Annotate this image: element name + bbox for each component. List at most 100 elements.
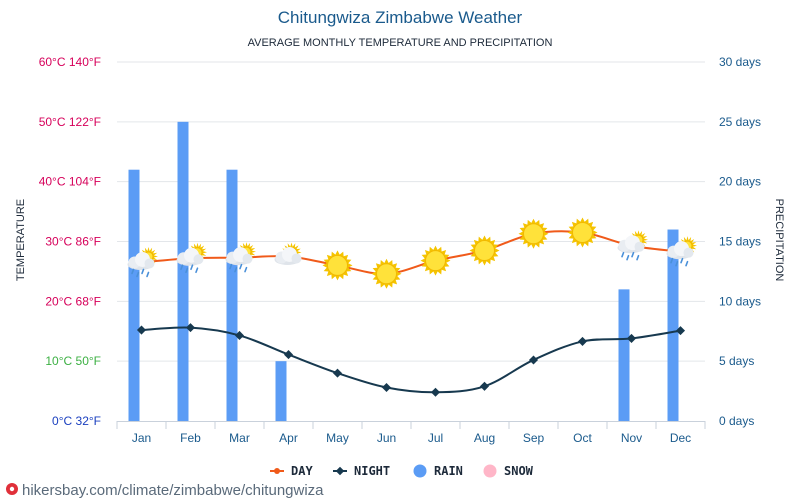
right-tick-label: 25 days [719,115,761,129]
watermark[interactable]: hikersbay.com/climate/zimbabwe/chitungwi… [6,482,324,499]
x-tick-label: Aug [474,431,495,445]
chart-subtitle: AVERAGE MONTHLY TEMPERATURE AND PRECIPIT… [248,37,553,49]
left-tick-label: 10°C 50°F [45,354,101,368]
rain-bars [128,121,679,421]
right-tick-label: 10 days [719,294,761,308]
legend-swatch [413,464,427,478]
temperature-lines [136,230,686,397]
legend-item-rain[interactable]: RAIN [413,464,463,478]
left-tick-label: 60°C 140°F [39,55,101,69]
x-tick-label: Jul [428,431,443,445]
x-tick-label: Feb [180,431,201,445]
cloud-puff [683,247,694,258]
rain-drop [131,268,135,275]
sun-icon [322,250,353,281]
right-tick-label: 30 days [719,55,761,69]
rain-bar [618,289,630,421]
sun-icon [469,235,500,266]
rain-bar [667,229,679,421]
cloud [274,246,302,265]
x-tick-label: Jan [132,431,151,445]
rain-drop [685,260,689,267]
rain-drop [631,251,635,258]
rain-drop [675,260,679,267]
x-tick-label: Oct [573,431,592,445]
rain-bar [275,361,287,421]
legend-dot [274,468,280,474]
cloud [617,235,645,254]
night-point [528,355,539,365]
x-tick-label: Apr [279,431,298,445]
x-tick-label: Mar [229,431,250,445]
rain-drop [229,263,233,270]
left-tick-label: 30°C 86°F [45,235,101,249]
rain-drop [626,254,630,261]
sun-core [523,223,544,245]
night-point [185,323,196,333]
legend-label: NIGHT [354,464,390,478]
rain-sun-icon [176,242,207,274]
sun-core [327,254,348,276]
night-temperature-line [141,326,681,394]
watermark-link[interactable]: hikersbay.com/climate/zimbabwe/chitungwi… [22,482,324,499]
cloud-sun-icon [274,242,302,265]
legend: DAY NIGHT RAIN SNOW [270,464,534,478]
night-point [577,336,588,346]
sun-core [474,239,495,261]
legend-swatch [483,464,497,478]
rain-bar [177,121,189,421]
location-pin-hole [9,486,15,492]
rain-drop [239,263,243,270]
right-tick-label: 5 days [719,354,754,368]
rain-drop [636,254,640,261]
cloud [127,251,155,270]
x-tick-label: Dec [670,431,691,445]
cloud-puff [144,258,155,269]
grid [117,61,705,362]
legend-item-day[interactable]: DAY [270,464,313,478]
night-point [234,330,245,340]
legend-item-night[interactable]: NIGHT [333,464,390,478]
chart-title: Chitungwiza Zimbabwe Weather [278,8,523,27]
left-tick-label: 50°C 122°F [39,115,101,129]
legend-item-snow[interactable]: SNOW [483,464,534,478]
rain-sun-icon [617,230,648,261]
x-tick-label: Sep [523,431,545,445]
rain-drop [670,257,674,264]
rain-drop [136,271,140,278]
right-tick-label: 20 days [719,175,761,189]
left-tick-label: 40°C 104°F [39,175,101,189]
right-axis-ticks: 0 days 5 days 10 days 15 days 20 days 25 days… [719,55,761,428]
sun-icon [371,258,402,289]
sun-core [376,263,397,285]
legend-diamond [335,466,345,476]
sun-icon [567,217,598,248]
left-axis-title: TEMPERATURE [15,199,27,281]
rain-sun-icon [666,236,697,267]
cloud [176,247,204,266]
cloud-puff [634,241,645,252]
x-tick-label: Nov [621,431,642,445]
x-tick-label: May [326,431,349,445]
rain-bar [128,169,140,421]
rain-drop [244,266,248,273]
left-axis-ticks: 0°C 32°F 10°C 50°F 20°C 68°F 30°C 86°F 40°C … [39,55,101,428]
x-tick-label: Jun [377,431,396,445]
right-tick-label: 15 days [719,235,761,249]
rain-drop [195,267,199,274]
cloud [225,247,253,266]
x-axis: Jan Feb Mar Apr May Jun Jul Aug Sep Oct Nov Dec [116,421,706,445]
night-point [430,387,441,397]
right-tick-label: 0 days [719,414,754,428]
left-tick-label: 20°C 68°F [45,294,101,308]
rain-sun-icon [225,242,256,273]
right-axis-title: PRECIPITATION [773,199,785,282]
cloud [666,241,694,260]
night-point [136,325,147,335]
night-point [626,333,637,343]
rain-sun-icon [127,246,158,278]
rain-bar [226,169,238,421]
rain-drop [141,268,145,275]
cloud-puff [193,254,204,265]
